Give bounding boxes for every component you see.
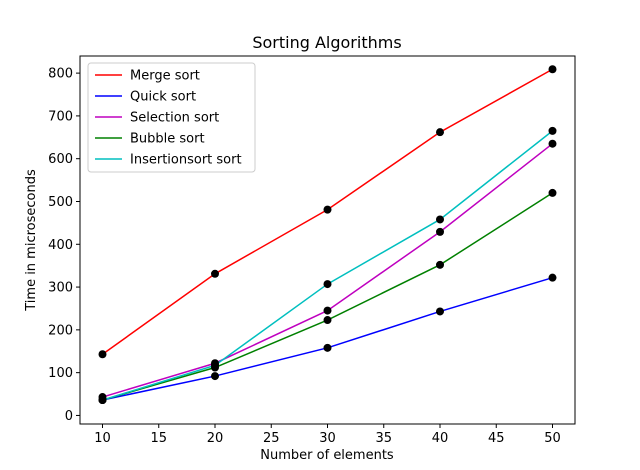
data-point-merge-sort xyxy=(98,350,107,359)
y-tick-label: 300 xyxy=(48,281,73,296)
axis-ticks: 10 15 20 25 30 35 40 45 500100200300400500600700… xyxy=(48,67,561,446)
data-point-insertionsort-sort xyxy=(436,215,444,224)
legend-box xyxy=(87,62,256,173)
data-point-insertionsort-sort xyxy=(98,396,107,405)
data-point-bubble-sort xyxy=(436,260,444,269)
legend: Merge sort Quick sort Selection sort Bubble… xyxy=(87,62,256,173)
x-tick-label: 40 xyxy=(432,431,449,446)
plot-area xyxy=(98,65,557,405)
data-point-merge-sort xyxy=(323,205,332,214)
y-tick-label: 800 xyxy=(48,67,73,82)
data-point-bubble-sort xyxy=(323,316,332,325)
chart-title: Sorting Algorithms xyxy=(252,33,401,52)
data-point-bubble-sort xyxy=(548,188,557,197)
data-point-insertionsort-sort xyxy=(548,126,557,135)
y-tick-label: 500 xyxy=(48,195,73,210)
y-tick-label: 0 xyxy=(65,409,73,424)
x-axis-label: Number of elements xyxy=(260,448,394,463)
y-axis-label: Time in microseconds xyxy=(24,169,39,312)
data-point-merge-sort xyxy=(211,269,219,278)
data-point-insertionsort-sort xyxy=(211,361,219,370)
series-line-selection-sort xyxy=(102,143,553,398)
y-tick-label: 400 xyxy=(48,238,73,253)
y-tick-label: 700 xyxy=(48,109,73,124)
legend-label-bubble-sort: Bubble sort xyxy=(130,132,205,147)
data-point-selection-sort xyxy=(436,227,444,236)
data-point-merge-sort xyxy=(436,128,444,137)
data-point-selection-sort xyxy=(323,306,332,315)
series-line-quick-sort xyxy=(102,276,553,401)
series-line-bubble-sort xyxy=(102,192,553,401)
data-point-merge-sort xyxy=(548,65,557,74)
x-tick-label: 50 xyxy=(544,431,561,446)
legend-label-merge-sort: Merge sort xyxy=(130,69,200,84)
data-point-quick-sort xyxy=(323,343,332,352)
x-tick-label: 35 xyxy=(375,431,392,446)
x-tick-label: 45 xyxy=(488,431,505,446)
y-tick-label: 100 xyxy=(48,366,73,381)
y-tick-label: 600 xyxy=(48,152,73,167)
data-point-selection-sort xyxy=(548,139,557,148)
data-point-quick-sort xyxy=(211,372,219,381)
legend-label-selection-sort: Selection sort xyxy=(130,111,219,126)
x-tick-label: 20 xyxy=(207,431,224,446)
data-point-quick-sort xyxy=(436,307,444,316)
data-point-quick-sort xyxy=(548,273,557,282)
legend-label-quick-sort: Quick sort xyxy=(130,90,196,105)
y-tick-label: 200 xyxy=(48,323,73,338)
x-tick-label: 25 xyxy=(263,431,280,446)
legend-label-insertionsort-sort: Insertionsort sort xyxy=(130,153,242,168)
x-tick-label: 15 xyxy=(150,431,167,446)
x-tick-label: 10 xyxy=(94,431,111,446)
data-point-insertionsort-sort xyxy=(323,280,332,289)
x-tick-label: 30 xyxy=(319,431,336,446)
